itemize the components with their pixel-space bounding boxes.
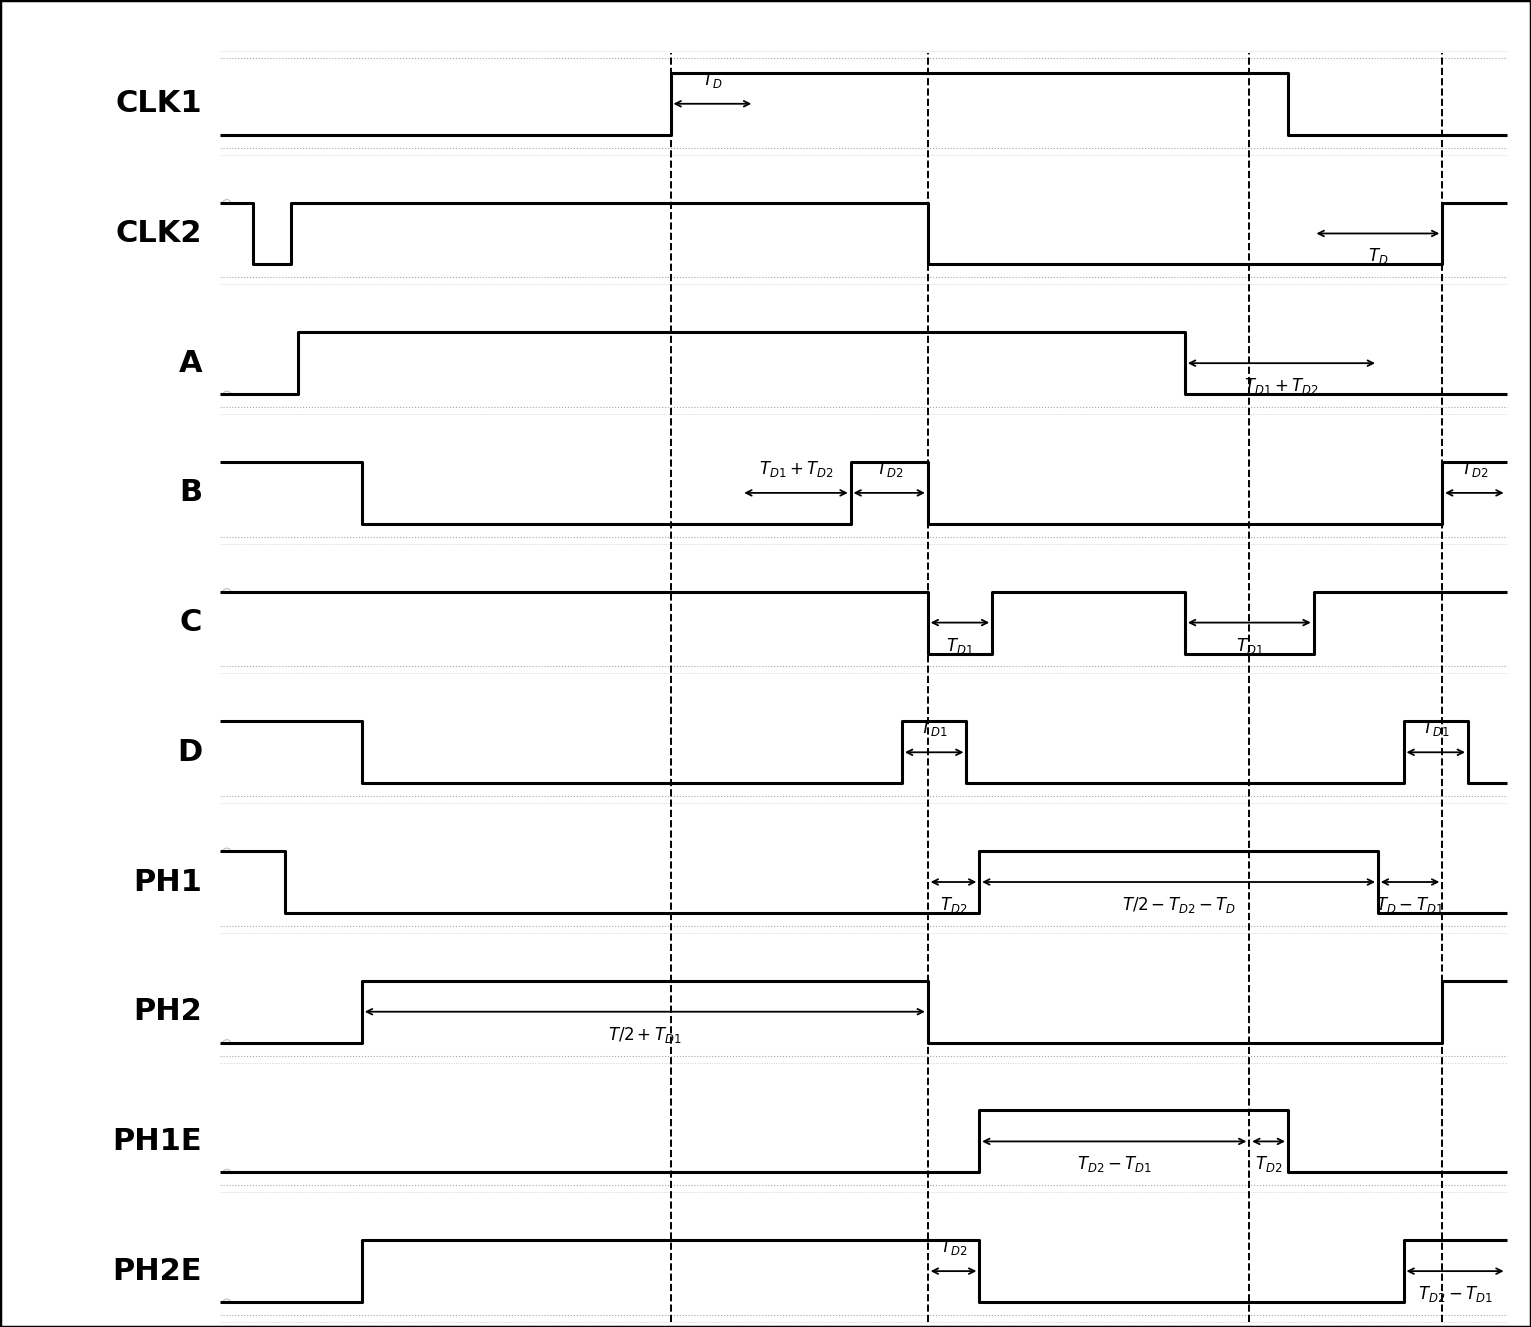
Text: $T_{D2}$: $T_{D2}$ (876, 459, 903, 479)
Text: $T_{D2}$: $T_{D2}$ (1461, 459, 1488, 479)
Text: CLK1: CLK1 (115, 89, 202, 118)
Text: $T/2+T_{D1}$: $T/2+T_{D1}$ (608, 1024, 681, 1044)
Text: $T_{D2}$: $T_{D2}$ (940, 894, 968, 916)
Text: PH2: PH2 (133, 997, 202, 1026)
Text: $T_D$: $T_D$ (1367, 247, 1389, 267)
Text: $T_{D1}$: $T_{D1}$ (1236, 636, 1263, 656)
Text: $T_{D1}$: $T_{D1}$ (1422, 718, 1450, 738)
Text: D: D (178, 738, 202, 767)
Text: $T_{D1}$: $T_{D1}$ (946, 636, 974, 656)
Text: CLK2: CLK2 (116, 219, 202, 248)
Text: $T/2-T_{D2}-T_D$: $T/2-T_{D2}-T_D$ (1122, 894, 1236, 916)
Text: $T_{D2}$: $T_{D2}$ (1255, 1154, 1283, 1174)
Text: $T_{D2}$: $T_{D2}$ (940, 1237, 968, 1257)
Text: $T_{D2}-T_{D1}$: $T_{D2}-T_{D1}$ (1076, 1154, 1151, 1174)
Text: $T_{D2}-T_{D1}$: $T_{D2}-T_{D1}$ (1418, 1285, 1493, 1304)
Text: C: C (179, 608, 202, 637)
Text: PH1E: PH1E (112, 1127, 202, 1156)
Text: $T_{D1}+T_{D2}$: $T_{D1}+T_{D2}$ (1245, 376, 1318, 397)
Text: $T_{D1}$: $T_{D1}$ (920, 718, 948, 738)
Text: B: B (179, 479, 202, 507)
Text: $T_{D1}+T_{D2}$: $T_{D1}+T_{D2}$ (758, 459, 833, 479)
Text: A: A (179, 349, 202, 378)
Text: PH1: PH1 (133, 868, 202, 897)
Text: PH2E: PH2E (113, 1257, 202, 1286)
Text: $T_D-T_{D1}$: $T_D-T_{D1}$ (1376, 894, 1444, 916)
Text: $T_D$: $T_D$ (703, 70, 723, 90)
